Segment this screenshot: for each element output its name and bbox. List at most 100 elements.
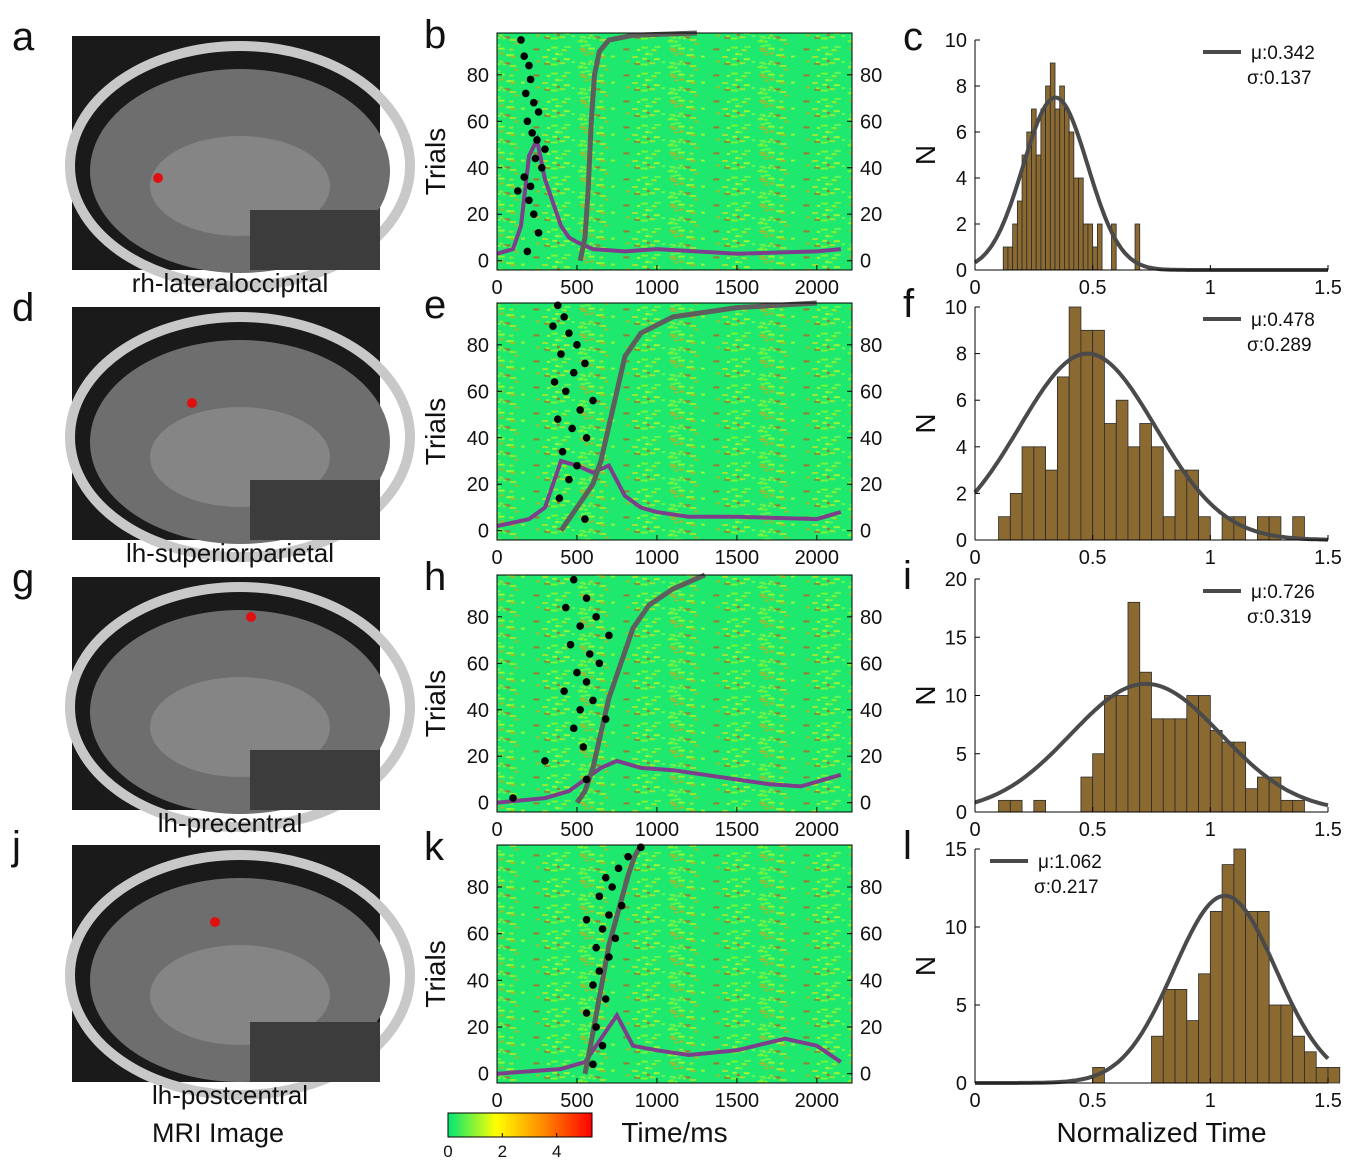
x-tick-label: 1000 <box>635 1090 680 1112</box>
histogram-bar <box>1257 776 1270 813</box>
x-tick-label: 1500 <box>715 277 760 299</box>
y-tick-label: 0 <box>956 802 967 824</box>
y-tick-label: 15 <box>945 627 967 649</box>
x-tick-label: 1500 <box>715 1090 760 1112</box>
y2-tick-label: 40 <box>860 700 882 722</box>
histogram-bar <box>1104 423 1117 541</box>
y2-tick-label: 60 <box>860 111 882 133</box>
panel-letter: a <box>12 15 35 59</box>
trial-dot <box>595 659 604 668</box>
y-axis-label: N <box>910 685 941 705</box>
y-tick-label: 80 <box>467 607 489 629</box>
y2-tick-label: 20 <box>860 204 882 226</box>
histogram-bar <box>1304 1051 1317 1084</box>
trial-dot <box>565 329 573 338</box>
y2-tick-label: 80 <box>860 877 882 899</box>
x-tick-label: 0.5 <box>1079 547 1107 569</box>
histogram-bar <box>1139 423 1152 541</box>
y-tick-label: 8 <box>956 344 967 366</box>
y-tick-label: 0 <box>478 521 489 543</box>
histogram-bar <box>1040 108 1046 271</box>
x-tick-label: 1.5 <box>1314 1090 1342 1112</box>
trial-dot <box>526 75 535 84</box>
histogram-bar <box>1035 154 1042 271</box>
histogram-bar <box>998 516 1011 541</box>
y-axis-label: Trials <box>420 128 451 195</box>
y2-tick-label: 20 <box>860 746 882 768</box>
trial-dot <box>579 743 588 751</box>
y2-tick-label: 40 <box>860 158 882 180</box>
trial-dot <box>533 136 541 144</box>
trial-dot <box>581 515 589 523</box>
trial-dot <box>608 883 616 891</box>
histogram-bar <box>1002 246 1009 271</box>
region-label: lh-precentral <box>158 808 303 838</box>
trial-dot <box>517 36 525 44</box>
mri-neck <box>250 480 380 540</box>
y2-tick-label: 0 <box>860 1064 871 1086</box>
trial-dot <box>614 864 623 873</box>
histogram-bar <box>1054 108 1061 271</box>
histogram-bar <box>1092 753 1105 813</box>
y-tick-label: 80 <box>467 65 489 87</box>
panel-letter: h <box>424 555 446 599</box>
y-tick-label: 80 <box>467 335 489 357</box>
trial-dot <box>601 715 610 723</box>
trial-dot <box>573 668 581 677</box>
trial-dot <box>617 901 626 910</box>
region-label: lh-superiorparietal <box>126 538 334 568</box>
plot-frame <box>496 302 853 541</box>
trial-dot <box>611 934 620 943</box>
x-axis-label: Normalized Time <box>1056 1117 1266 1148</box>
mri-caption: MRI Image <box>152 1118 284 1148</box>
y-axis-label: N <box>910 956 941 976</box>
y-tick-label: 60 <box>467 381 489 403</box>
trial-dot <box>582 915 591 924</box>
panel-letter: c <box>903 15 923 59</box>
histogram-bar <box>1045 85 1051 271</box>
legend-label: μ:1.062 <box>1038 852 1102 873</box>
rate-line <box>496 758 842 805</box>
rate-line <box>496 1011 842 1076</box>
panel-letter: f <box>903 282 915 326</box>
x-tick-label: 1500 <box>715 547 760 569</box>
histogram-bar <box>1080 776 1094 813</box>
electrode-dot <box>210 917 220 927</box>
y-tick-label: 10 <box>945 30 967 52</box>
histogram-bar <box>1198 516 1211 541</box>
heatmap-texture <box>497 845 852 1083</box>
trial-dot <box>534 108 543 116</box>
histogram-bar <box>1327 1067 1341 1084</box>
x-tick-label: 0 <box>491 547 502 569</box>
y-axis-label: Trials <box>420 670 451 737</box>
y-tick-label: 0 <box>956 260 967 282</box>
x-tick-label: 0.5 <box>1079 1090 1107 1112</box>
histogram-bar <box>1280 799 1294 813</box>
trial-dot <box>569 368 578 377</box>
histogram-bar <box>1096 223 1103 271</box>
trial-dot <box>523 117 532 126</box>
y2-tick-label: 20 <box>860 474 882 496</box>
y-tick-label: 40 <box>467 700 489 722</box>
y-tick-label: 2 <box>956 214 967 236</box>
histogram-bar <box>1257 516 1270 541</box>
y-axis-label: N <box>910 413 941 433</box>
x-tick-label: 0 <box>969 819 980 841</box>
trial-dot <box>550 378 559 386</box>
mri-skull <box>65 850 415 1100</box>
trial-dot <box>520 52 528 61</box>
region-label: lh-postcentral <box>152 1080 308 1110</box>
legend-label: σ:0.217 <box>1034 877 1099 898</box>
trial-dot <box>595 892 604 901</box>
x-tick-label: 1.5 <box>1314 819 1342 841</box>
electrode-dot <box>153 173 163 183</box>
histogram-bar <box>1016 200 1023 271</box>
trial-dot <box>566 640 575 649</box>
trial-dot <box>592 613 600 621</box>
legend-label: μ:0.726 <box>1251 582 1315 603</box>
panel-letter: g <box>12 556 34 600</box>
histogram-bar <box>1151 1035 1164 1084</box>
x-tick-label: 0.5 <box>1079 819 1107 841</box>
trial-dot <box>565 475 573 484</box>
sorted-curve <box>582 843 644 1075</box>
